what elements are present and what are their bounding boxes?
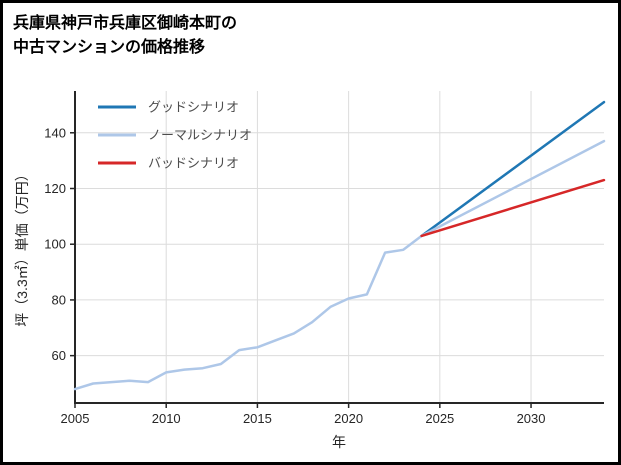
chart-title-line1: 兵庫県神戸市兵庫区御崎本町の (13, 15, 238, 32)
x-tick-label: 2030 (517, 411, 546, 426)
y-tick-label: 60 (52, 348, 66, 363)
chart-title: 兵庫県神戸市兵庫区御崎本町の 中古マンションの価格推移 (13, 12, 237, 60)
history-line (73, 234, 423, 391)
x-tick-label: 2005 (61, 411, 90, 426)
y-axis-label: 坪（3.3㎡）単価（万円） (14, 167, 30, 326)
y-tick-label: 100 (44, 237, 66, 252)
axes: 2005 2010 2015 2020 2025 2030 60 80 100 120 140 (44, 91, 604, 426)
series-lines (73, 100, 606, 391)
legend-label: ノーマルシナリオ (148, 128, 252, 143)
scenario-line-0 (420, 100, 606, 238)
legend-label: グッドシナリオ (148, 100, 239, 115)
x-tick-label: 2020 (334, 411, 363, 426)
y-tick-label: 80 (52, 292, 66, 307)
x-tick-label: 2025 (425, 411, 454, 426)
price-trend-chart: 2005 2010 2015 2020 2025 2030 60 80 100 120 140 グッ… (14, 91, 606, 450)
gridlines (74, 91, 604, 403)
x-tick-label: 2010 (152, 411, 181, 426)
scenario-line-1 (420, 139, 606, 238)
legend-label: バッドシナリオ (148, 156, 239, 171)
x-axis-label: 年 (332, 434, 346, 450)
x-tick-label: 2015 (243, 411, 272, 426)
chart-title-line2: 中古マンションの価格推移 (13, 39, 206, 56)
y-tick-label: 140 (44, 125, 66, 140)
y-tick-label: 120 (44, 181, 66, 196)
scenario-line-2 (420, 178, 606, 238)
